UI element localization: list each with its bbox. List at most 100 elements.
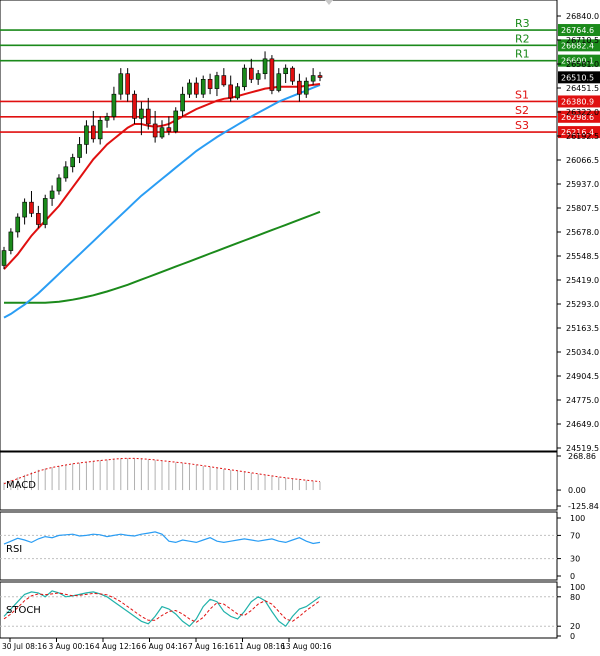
candle-body xyxy=(70,157,75,168)
candle xyxy=(262,51,268,80)
rsi-tick-label: 70 xyxy=(570,531,580,540)
candle xyxy=(111,86,117,121)
candle xyxy=(132,90,137,124)
candle xyxy=(70,153,75,173)
candle xyxy=(187,79,192,98)
time-tick-label: 11 Aug 08:16 xyxy=(235,642,286,651)
candle-body xyxy=(283,67,288,75)
candle-body xyxy=(276,73,282,91)
candle xyxy=(97,116,103,145)
candle-body xyxy=(63,166,69,179)
price-tick-label: 24904.5 xyxy=(566,372,599,381)
macd-series xyxy=(3,457,321,491)
level-price-label: 26380.9 xyxy=(561,97,594,106)
price-tick-label: 24519.5 xyxy=(566,444,599,453)
macd-axis: 268.86 0.00 -125.84 xyxy=(557,452,599,511)
candle-body xyxy=(56,177,62,192)
candle xyxy=(139,101,144,136)
level-name-r2: R2 xyxy=(515,32,530,45)
current-price-tag xyxy=(558,71,600,84)
pivot-levels: R3 26764.6 R2 26682.4 R1 26600.1 S1 26380.9 S2 26… xyxy=(0,17,600,139)
candle-body xyxy=(36,213,41,225)
candle xyxy=(145,97,151,130)
candle xyxy=(317,71,323,82)
price-tick-label: 24649.0 xyxy=(566,420,599,429)
price-tick-label: 24775.0 xyxy=(566,396,599,405)
candle xyxy=(15,213,21,238)
price-tick-label: 25163.5 xyxy=(566,324,599,333)
candle xyxy=(125,68,130,102)
candle-body xyxy=(194,82,199,95)
candle-body xyxy=(317,75,323,78)
price-tick-label: 26322.0 xyxy=(566,108,599,117)
price-tick-label: 26840.0 xyxy=(566,12,599,21)
scroll-indicator-icon xyxy=(325,0,333,5)
candle xyxy=(1,246,7,270)
candle-body xyxy=(255,73,261,80)
level-price-tag xyxy=(558,24,600,37)
stoch-tick-label: 100 xyxy=(570,583,585,592)
candle xyxy=(200,75,206,98)
rsi-panel-frame xyxy=(0,511,558,581)
candle xyxy=(77,137,82,164)
candle-body xyxy=(132,93,137,119)
candle xyxy=(310,68,316,85)
candle-body xyxy=(187,82,192,95)
candle-body xyxy=(235,86,240,99)
time-tick-label: 7 Aug 16:16 xyxy=(188,642,234,651)
candle xyxy=(84,120,89,154)
candle xyxy=(8,228,14,255)
current-price-label: 26510.5 xyxy=(561,73,594,82)
candle-body xyxy=(200,78,206,95)
candle xyxy=(221,68,227,87)
candle-body xyxy=(249,67,254,80)
candle xyxy=(255,69,261,85)
macd-tick-label: 0.00 xyxy=(568,486,586,495)
candle xyxy=(297,73,302,102)
time-axis: 30 Jul 08:16 3 Aug 00:16 4 Aug 12:16 6 Aug … xyxy=(2,638,332,651)
candle xyxy=(91,110,96,143)
candle xyxy=(166,116,172,136)
price-tick-label: 26192.5 xyxy=(566,132,599,141)
time-tick-label: 6 Aug 04:16 xyxy=(142,642,188,651)
candle-body xyxy=(29,201,34,214)
candle-body xyxy=(91,125,96,140)
candle-body xyxy=(159,127,165,138)
candle xyxy=(235,83,240,100)
candle-body xyxy=(228,84,233,99)
candle-body xyxy=(180,93,185,112)
candle xyxy=(228,75,233,102)
price-tick-label: 25678.0 xyxy=(566,228,599,237)
candle xyxy=(290,66,295,85)
price-tick-label: 25293.0 xyxy=(566,300,599,309)
rsi-tick-label: 0 xyxy=(570,572,575,581)
price-axis: 26840.0 26710.5 26581.0 26451.5 26322.0 26192… xyxy=(557,12,599,453)
price-tick-label: 26066.5 xyxy=(566,156,599,165)
time-tick-label: 30 Jul 08:16 xyxy=(2,642,47,651)
stoch-k-line xyxy=(3,590,321,628)
macd-title: MACD xyxy=(6,480,36,491)
level-name-r3: R3 xyxy=(515,17,530,30)
stoch-d-line xyxy=(3,592,321,623)
ma-green-line xyxy=(4,210,321,304)
candle-body xyxy=(8,231,14,251)
candle-body xyxy=(297,80,302,95)
price-tick-label: 25807.5 xyxy=(566,204,599,213)
time-tick-label: 13 Aug 00:16 xyxy=(281,642,332,651)
candle-body xyxy=(173,110,179,132)
candle-body xyxy=(145,108,151,125)
price-tick-label: 26581.0 xyxy=(566,60,599,69)
macd-panel: MACD 268.86 0.00 -125.84 xyxy=(0,451,599,511)
price-tick-label: 26451.5 xyxy=(566,84,599,93)
macd-signal-line xyxy=(3,457,321,485)
candle xyxy=(104,112,110,128)
rsi-tick-label: 30 xyxy=(570,555,580,564)
candle xyxy=(56,174,62,195)
candle xyxy=(159,120,165,139)
candle-body xyxy=(104,116,110,121)
candle-body xyxy=(84,125,89,145)
candle xyxy=(180,86,185,117)
